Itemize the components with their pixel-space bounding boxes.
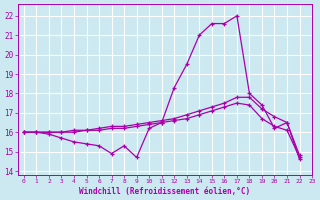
X-axis label: Windchill (Refroidissement éolien,°C): Windchill (Refroidissement éolien,°C) <box>79 187 250 196</box>
